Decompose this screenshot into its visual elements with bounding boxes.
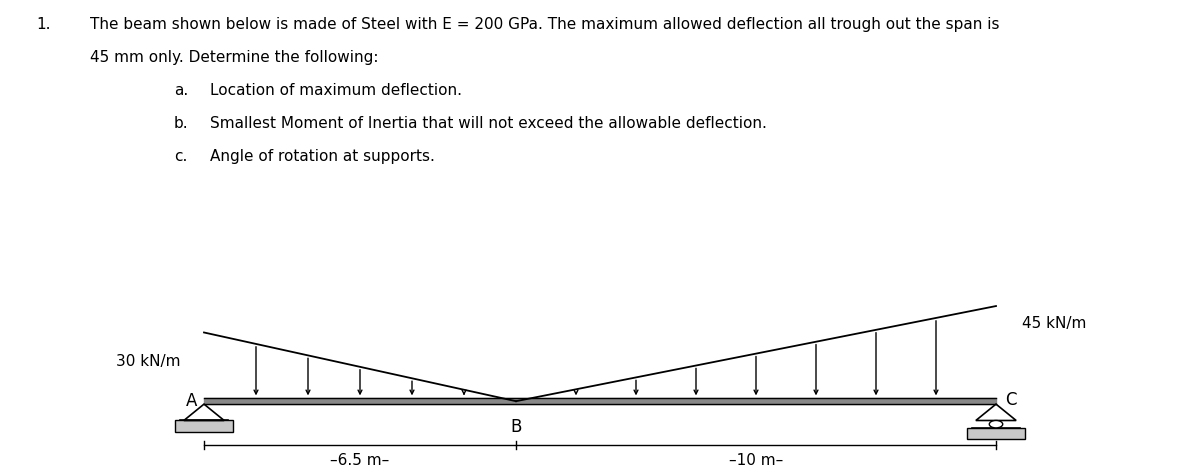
Bar xyxy=(204,398,996,404)
Text: A: A xyxy=(186,392,197,410)
Text: Location of maximum deflection.: Location of maximum deflection. xyxy=(210,83,462,98)
Text: 1.: 1. xyxy=(36,17,50,32)
Text: c.: c. xyxy=(174,149,187,164)
Text: b.: b. xyxy=(174,116,188,131)
Text: C: C xyxy=(1006,391,1018,409)
Text: The beam shown below is made of Steel with E = 200 GPa. The maximum allowed defl: The beam shown below is made of Steel wi… xyxy=(90,17,1000,32)
Text: 45 kN/m: 45 kN/m xyxy=(1022,316,1087,331)
Bar xyxy=(175,421,233,432)
Bar xyxy=(967,428,1025,439)
Circle shape xyxy=(989,421,1003,428)
Text: –10 m–: –10 m– xyxy=(728,453,784,468)
Text: 30 kN/m: 30 kN/m xyxy=(115,354,180,369)
Text: a.: a. xyxy=(174,83,188,98)
Text: Angle of rotation at supports.: Angle of rotation at supports. xyxy=(210,149,434,164)
Text: 45 mm only. Determine the following:: 45 mm only. Determine the following: xyxy=(90,50,378,65)
Text: Smallest Moment of Inertia that will not exceed the allowable deflection.: Smallest Moment of Inertia that will not… xyxy=(210,116,767,131)
Text: –6.5 m–: –6.5 m– xyxy=(330,453,390,468)
Text: B: B xyxy=(510,418,522,437)
